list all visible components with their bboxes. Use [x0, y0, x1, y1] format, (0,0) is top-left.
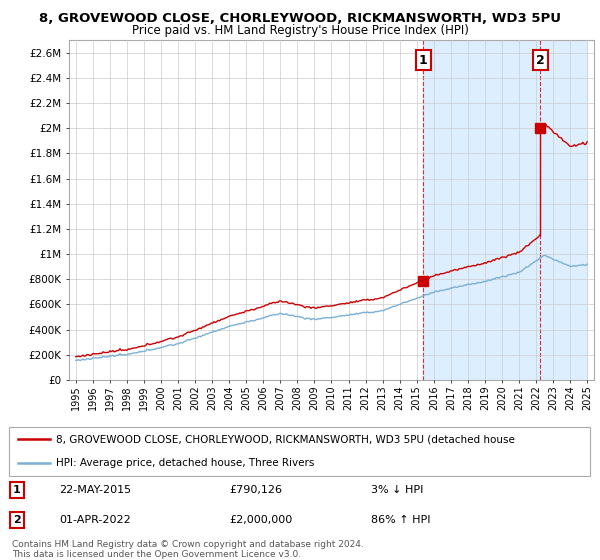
Text: 22-MAY-2015: 22-MAY-2015 [59, 485, 131, 495]
FancyBboxPatch shape [9, 427, 590, 476]
Text: £2,000,000: £2,000,000 [229, 515, 293, 525]
Text: £790,126: £790,126 [229, 485, 283, 495]
Text: 2: 2 [536, 54, 545, 67]
Text: 1: 1 [419, 54, 428, 67]
Text: 8, GROVEWOOD CLOSE, CHORLEYWOOD, RICKMANSWORTH, WD3 5PU: 8, GROVEWOOD CLOSE, CHORLEYWOOD, RICKMAN… [39, 12, 561, 25]
Text: 2: 2 [13, 515, 20, 525]
Bar [423, 40, 587, 380]
Text: Contains HM Land Registry data © Crown copyright and database right 2024.
This d: Contains HM Land Registry data © Crown c… [12, 540, 364, 559]
Text: 8, GROVEWOOD CLOSE, CHORLEYWOOD, RICKMANSWORTH, WD3 5PU (detached house: 8, GROVEWOOD CLOSE, CHORLEYWOOD, RICKMAN… [56, 434, 515, 444]
Text: HPI: Average price, detached house, Three Rivers: HPI: Average price, detached house, Thre… [56, 458, 314, 468]
Text: 3% ↓ HPI: 3% ↓ HPI [371, 485, 423, 495]
Text: Price paid vs. HM Land Registry's House Price Index (HPI): Price paid vs. HM Land Registry's House … [131, 24, 469, 36]
Text: 01-APR-2022: 01-APR-2022 [59, 515, 131, 525]
Text: 1: 1 [13, 485, 20, 495]
Text: 86% ↑ HPI: 86% ↑ HPI [371, 515, 430, 525]
